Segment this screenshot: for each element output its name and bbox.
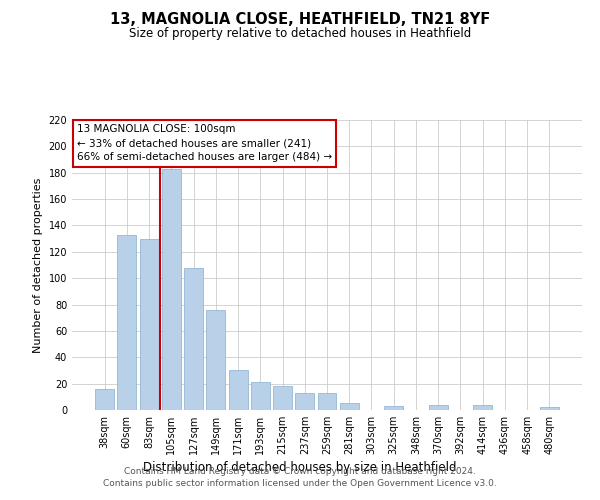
Bar <box>540 408 559 410</box>
Bar <box>140 238 158 410</box>
Text: Contains HM Land Registry data © Crown copyright and database right 2024.
Contai: Contains HM Land Registry data © Crown c… <box>103 466 497 487</box>
Bar <box>429 404 448 410</box>
Bar <box>251 382 270 410</box>
Text: Size of property relative to detached houses in Heathfield: Size of property relative to detached ho… <box>129 28 471 40</box>
Bar <box>317 393 337 410</box>
Bar <box>473 404 492 410</box>
Bar <box>118 234 136 410</box>
Bar <box>295 393 314 410</box>
Text: Distribution of detached houses by size in Heathfield: Distribution of detached houses by size … <box>143 461 457 474</box>
Bar <box>273 386 292 410</box>
Bar <box>184 268 203 410</box>
Text: 13 MAGNOLIA CLOSE: 100sqm
← 33% of detached houses are smaller (241)
66% of semi: 13 MAGNOLIA CLOSE: 100sqm ← 33% of detac… <box>77 124 332 162</box>
Y-axis label: Number of detached properties: Number of detached properties <box>33 178 43 352</box>
Bar <box>384 406 403 410</box>
Bar <box>95 389 114 410</box>
Bar <box>206 310 225 410</box>
Bar <box>340 404 359 410</box>
Text: 13, MAGNOLIA CLOSE, HEATHFIELD, TN21 8YF: 13, MAGNOLIA CLOSE, HEATHFIELD, TN21 8YF <box>110 12 490 28</box>
Bar <box>162 169 181 410</box>
Bar <box>229 370 248 410</box>
